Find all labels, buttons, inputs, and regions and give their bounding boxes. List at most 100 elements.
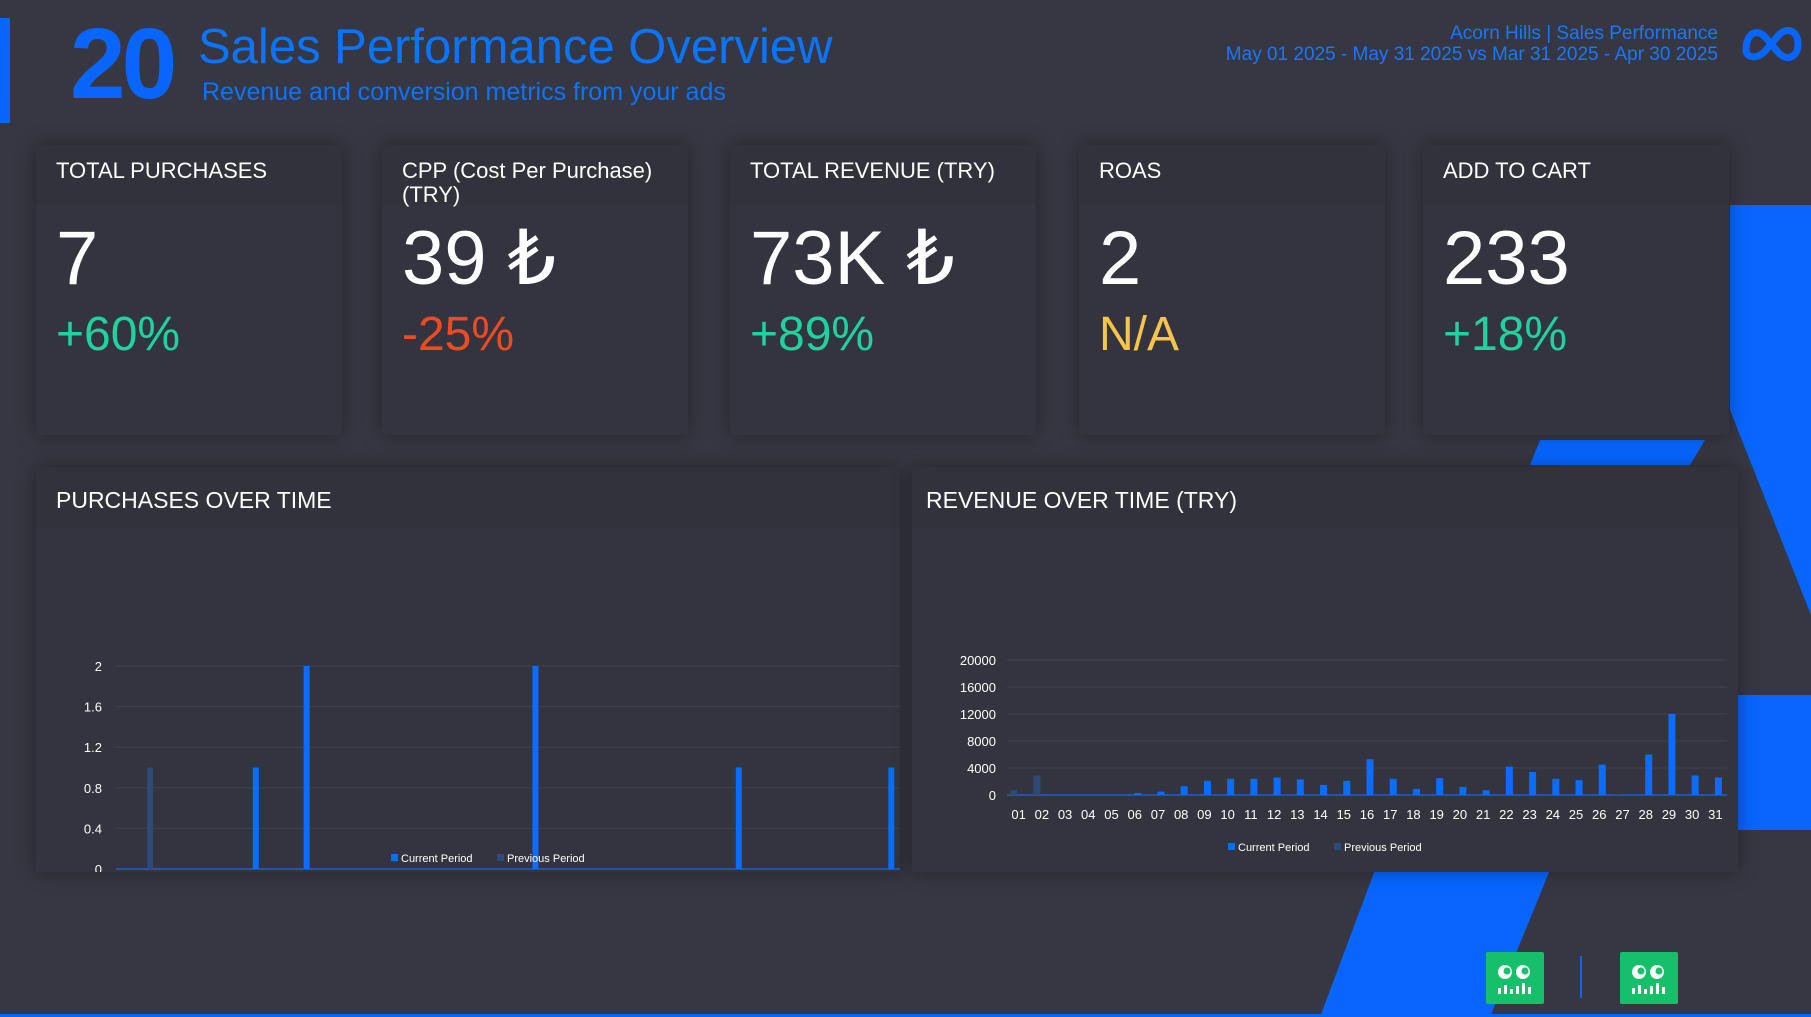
bar-previous-period (1010, 790, 1018, 795)
kpi-label: ADD TO CART (1443, 158, 1591, 183)
chart-title: REVENUE OVER TIME (TRY) (926, 487, 1237, 513)
brand-divider (1580, 956, 1582, 998)
x-tick-label: 31 (1708, 807, 1722, 822)
y-tick-label: 1.2 (84, 740, 102, 755)
bar-current-period (1180, 786, 1188, 795)
report-meta: Acorn Hills | Sales Performance May 01 2… (1226, 23, 1718, 65)
y-tick-label: 8000 (967, 734, 996, 749)
kpi-value: 73K ₺ (750, 216, 955, 301)
purchases-bar-chart: 00.40.81.21.6201020304050607080910111213… (84, 659, 900, 872)
x-tick-label: 18 (1406, 807, 1420, 822)
kpi-delta: -25% (402, 308, 515, 361)
kpi-value: 2 (1099, 216, 1142, 301)
bottom-accent-line (0, 1014, 1811, 1017)
kpi-label: TOTAL PURCHASES (56, 158, 268, 183)
brand-logo-icon (1498, 965, 1531, 994)
kpi-label: ROAS (1099, 158, 1162, 183)
x-tick-label: 04 (1081, 807, 1095, 822)
x-tick-label: 27 (1615, 807, 1629, 822)
bar-current-period (1273, 777, 1281, 795)
bar-current-period (252, 767, 259, 869)
page-subtitle: Revenue and conversion metrics from your… (202, 78, 726, 106)
bar-current-period (1552, 778, 1560, 795)
bar-current-period (1134, 792, 1142, 795)
bar-current-period (1714, 777, 1722, 795)
header-big-number: 20 (70, 8, 177, 120)
page-title: Sales Performance Overview (198, 20, 833, 74)
x-tick-label: 24 (1546, 807, 1560, 822)
y-tick-label: 0 (989, 788, 996, 803)
y-tick-label: 4000 (967, 761, 996, 776)
y-tick-label: 12000 (960, 707, 996, 722)
kpi-delta: +89% (750, 308, 875, 361)
bar-previous-period (147, 767, 154, 869)
x-tick-label: 22 (1499, 807, 1513, 822)
bar-current-period (1320, 784, 1328, 795)
bar-current-period (1296, 779, 1304, 795)
x-tick-label: 21 (1476, 807, 1490, 822)
bar-current-period (1529, 772, 1537, 795)
x-tick-label: 15 (1337, 807, 1351, 822)
revenue-bar-chart: 0 4000 8000 12000 16000 20000 01 02 03 04 05 06 07 08… (960, 653, 1727, 854)
x-tick-label: 30 (1685, 807, 1699, 822)
revenue-chart-panel: REVENUE OVER TIME (TRY) 0 4000 8000 12000 16… (912, 467, 1738, 872)
legend-label: Previous Period (1344, 842, 1422, 854)
brand-badge-right (1620, 952, 1678, 1004)
x-tick-label: 12 (1267, 807, 1281, 822)
x-tick-label: 06 (1128, 807, 1142, 822)
x-tick-label: 14 (1313, 807, 1327, 822)
y-tick-label: 0.8 (84, 781, 102, 796)
x-tick-label: 11 (1244, 807, 1258, 822)
x-tick-label: 28 (1638, 807, 1652, 822)
accent-bar (0, 18, 10, 123)
kpi-value: 39 ₺ (402, 216, 557, 301)
account-label: Acorn Hills | Sales Performance (1450, 23, 1718, 44)
x-tick-label: 07 (1151, 807, 1165, 822)
kpi-delta: +18% (1443, 308, 1568, 361)
bar-current-period (1598, 764, 1606, 795)
bar-current-period (1366, 759, 1374, 795)
legend-label: Previous Period (507, 853, 585, 865)
legend-label: Current Period (1238, 842, 1310, 854)
kpi-card-total-revenue: TOTAL REVENUE (TRY) 73K ₺ +89% (730, 145, 1036, 435)
kpi-delta: +60% (56, 308, 181, 361)
x-tick-label: 17 (1383, 807, 1397, 822)
legend-swatch (1228, 843, 1235, 850)
x-tick-label: 03 (1058, 807, 1072, 822)
brand-logo-icon (1632, 965, 1665, 994)
x-tick-label: 29 (1662, 807, 1676, 822)
x-tick-label: 10 (1220, 807, 1234, 822)
legend-swatch (1334, 843, 1341, 850)
bar-current-period (532, 666, 539, 869)
kpi-card-total-purchases: TOTAL PURCHASES 7 +60% (36, 145, 342, 435)
date-range-label: May 01 2025 - May 31 2025 vs Mar 31 2025… (1225, 44, 1718, 65)
x-tick-label: 20 (1453, 807, 1467, 822)
bar-current-period (1227, 778, 1235, 795)
bar-current-period (1505, 766, 1513, 795)
bar-current-period (1412, 788, 1420, 795)
brand-badge-left (1486, 952, 1544, 1004)
bar-previous-period (1613, 794, 1621, 795)
bar-current-period (1203, 780, 1211, 795)
x-tick-label: 23 (1522, 807, 1536, 822)
bar-current-period (1389, 778, 1397, 795)
bar-current-period (1343, 780, 1351, 795)
bar-previous-period (1033, 775, 1041, 795)
kpi-card-cpp: CPP (Cost Per Purchase) (TRY) 39 ₺ -25% (382, 145, 688, 435)
y-tick-label: 0 (95, 862, 102, 872)
kpi-card-add-to-cart: ADD TO CART 233 +18% (1423, 145, 1729, 435)
kpi-value: 233 (1443, 216, 1570, 301)
bar-current-period (1691, 775, 1699, 795)
kpi-value: 7 (56, 216, 99, 301)
kpi-delta: N/A (1099, 308, 1180, 361)
y-tick-label: 1.6 (84, 700, 102, 715)
bar-current-period (1157, 791, 1165, 795)
bar-current-period (1482, 790, 1490, 795)
x-tick-label: 16 (1360, 807, 1374, 822)
kpi-label: TOTAL REVENUE (TRY) (750, 158, 995, 183)
bar-current-period (1645, 754, 1653, 795)
bar-current-period (303, 666, 310, 869)
meta-infinity-logo-icon (1742, 26, 1802, 62)
legend-swatch (497, 854, 504, 861)
kpi-card-roas: ROAS 2 N/A (1079, 145, 1385, 435)
